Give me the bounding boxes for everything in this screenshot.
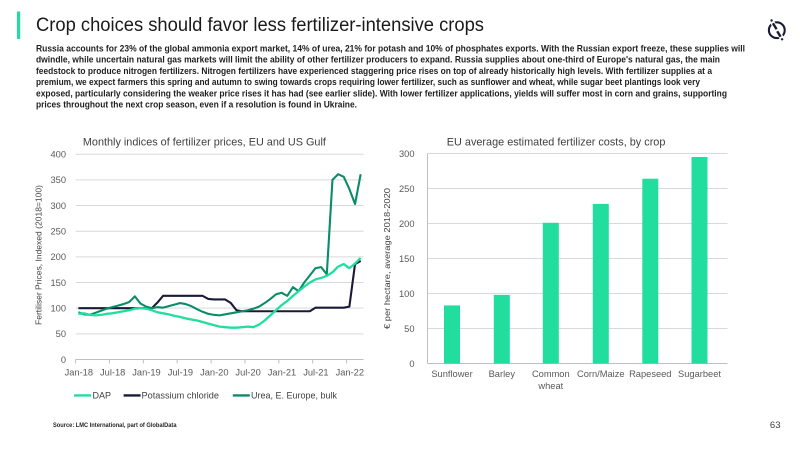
svg-text:dwindle, while uncertain natur: dwindle, while uncertain natural gas mar… <box>36 55 720 65</box>
svg-text:150: 150 <box>399 254 415 264</box>
svg-text:Jan-19: Jan-19 <box>132 368 160 378</box>
svg-text:200: 200 <box>399 219 415 229</box>
svg-text:EU average estimated fertilize: EU average estimated fertilizer costs, b… <box>447 137 666 149</box>
svg-text:0: 0 <box>61 355 66 365</box>
svg-text:0: 0 <box>409 359 414 369</box>
svg-text:€ per hectare, average 2018-20: € per hectare, average 2018-2020 <box>382 188 392 329</box>
svg-text:DAP: DAP <box>93 390 112 400</box>
svg-text:Potassium chloride: Potassium chloride <box>142 390 220 400</box>
svg-text:Monthly indices of fertilizer: Monthly indices of fertilizer prices, EU… <box>83 137 327 149</box>
svg-text:Jan-20: Jan-20 <box>200 368 228 378</box>
svg-text:Corn/Maize: Corn/Maize <box>577 369 625 379</box>
svg-text:100: 100 <box>399 289 415 299</box>
svg-text:300: 300 <box>399 149 415 159</box>
svg-text:Crop choices should favor less: Crop choices should favor less fertilize… <box>36 15 484 36</box>
svg-text:Russia accounts for 23% of the: Russia accounts for 23% of the global am… <box>36 43 745 53</box>
svg-text:Rapeseed: Rapeseed <box>629 369 671 379</box>
svg-text:Jul-18: Jul-18 <box>100 368 125 378</box>
svg-text:prices throughout the next cro: prices throughout the next crop season, … <box>36 100 357 110</box>
svg-text:100: 100 <box>50 304 66 314</box>
svg-text:Sugarbeet: Sugarbeet <box>678 369 721 379</box>
svg-text:exposed, particularly consider: exposed, particularly considering the we… <box>36 88 727 98</box>
svg-text:Urea, E. Europe, bulk: Urea, E. Europe, bulk <box>251 390 337 400</box>
svg-text:63: 63 <box>770 420 781 431</box>
svg-text:Jul-21: Jul-21 <box>303 368 328 378</box>
svg-text:200: 200 <box>50 252 66 262</box>
svg-text:wheat: wheat <box>537 381 563 391</box>
svg-text:Barley: Barley <box>489 369 516 379</box>
svg-text:350: 350 <box>50 175 66 185</box>
svg-text:50: 50 <box>56 329 66 339</box>
svg-text:250: 250 <box>399 184 415 194</box>
svg-text:Source: LMC International, par: Source: LMC International, part of Globa… <box>53 422 177 429</box>
svg-text:Jul-20: Jul-20 <box>235 368 260 378</box>
svg-text:400: 400 <box>50 150 66 160</box>
svg-text:300: 300 <box>50 201 66 211</box>
svg-text:Sunflower: Sunflower <box>431 369 472 379</box>
svg-text:Jan-22: Jan-22 <box>336 368 364 378</box>
svg-text:Common: Common <box>532 369 570 379</box>
svg-text:50: 50 <box>404 324 414 334</box>
svg-text:feedstock to produce nitrogen: feedstock to produce nitrogen fertilizer… <box>36 66 713 76</box>
svg-text:Jul-19: Jul-19 <box>168 368 193 378</box>
svg-text:150: 150 <box>50 278 66 288</box>
svg-text:Fertiliser Prices, Indexed (20: Fertiliser Prices, Indexed (2018=100) <box>34 185 44 325</box>
svg-text:Jan-18: Jan-18 <box>65 368 93 378</box>
svg-text:Jan-21: Jan-21 <box>268 368 296 378</box>
svg-text:250: 250 <box>50 227 66 237</box>
svg-text:premium, we expect farmers thi: premium, we expect farmers this spring a… <box>36 77 700 87</box>
